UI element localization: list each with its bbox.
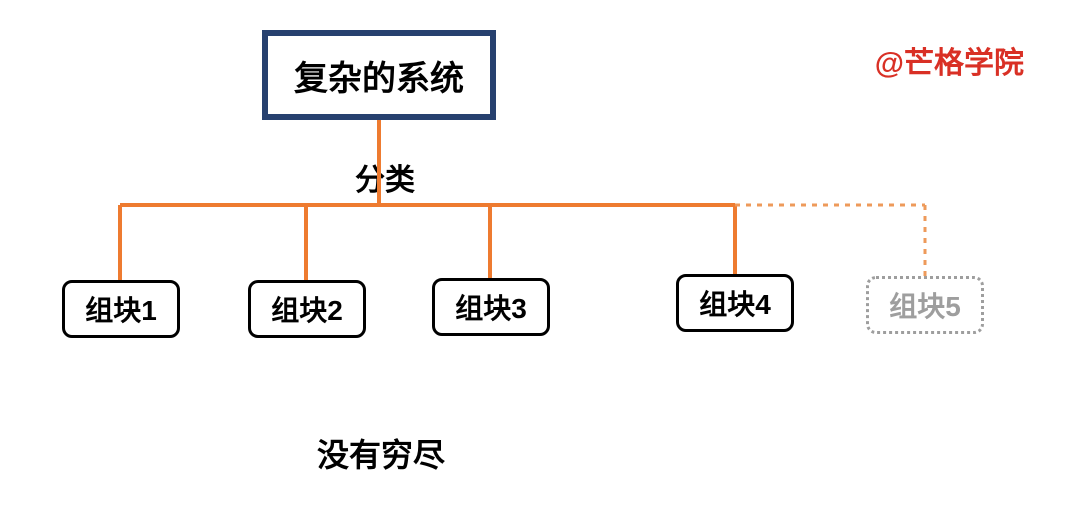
child-node-1: 组块1 xyxy=(62,280,180,338)
child-node-5: 组块5 xyxy=(866,276,984,334)
root-node: 复杂的系统 xyxy=(262,30,496,120)
child-node-label: 组块1 xyxy=(85,289,157,329)
child-node-2: 组块2 xyxy=(248,280,366,338)
child-node-label: 组块5 xyxy=(889,285,961,325)
watermark: @芒格学院 xyxy=(875,38,1024,82)
branch-label: 分类 xyxy=(350,155,420,199)
child-node-label: 组块4 xyxy=(699,283,771,323)
child-node-4: 组块4 xyxy=(676,274,794,332)
root-node-label: 复杂的系统 xyxy=(294,51,464,100)
watermark-text: @芒格学院 xyxy=(875,47,1024,80)
footer-label: 没有穷尽 xyxy=(306,430,456,476)
branch-label-text: 分类 xyxy=(355,164,415,197)
child-node-3: 组块3 xyxy=(432,278,550,336)
child-node-label: 组块2 xyxy=(271,289,343,329)
child-node-label: 组块3 xyxy=(455,287,527,327)
footer-label-text: 没有穷尽 xyxy=(317,437,445,473)
